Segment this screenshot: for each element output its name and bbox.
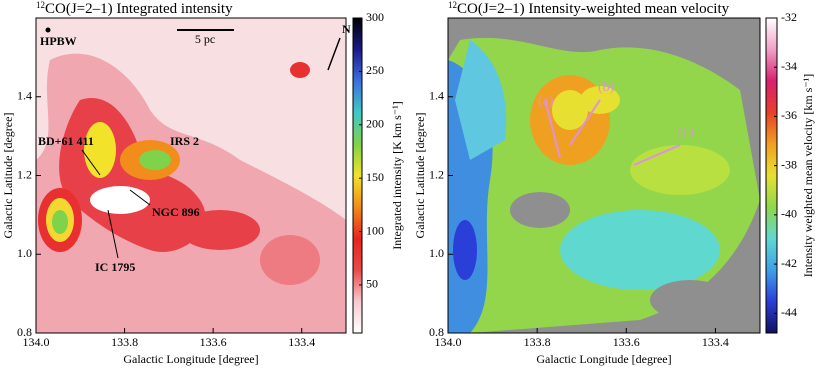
colorbar-tick-label: 150 bbox=[366, 170, 384, 184]
panel-title: 12CO(J=2–1) Integrated intensity bbox=[36, 0, 233, 17]
y-tick-label: 1.4 bbox=[429, 89, 444, 103]
colorbar-tick-label: 200 bbox=[366, 117, 384, 131]
colorbar-label: Integrated intensity [K km s⁻¹] bbox=[390, 101, 404, 250]
beam-marker bbox=[45, 27, 51, 33]
colorbar-tick-label: -42 bbox=[781, 256, 797, 270]
x-tick-label: 133.4 bbox=[702, 335, 729, 349]
colorbar-tick-label: 100 bbox=[366, 223, 384, 237]
annotation: (c) bbox=[678, 125, 694, 140]
north-arrow bbox=[327, 37, 341, 71]
map-image bbox=[36, 18, 346, 333]
x-tick-label: 133.6 bbox=[200, 335, 227, 349]
colorbar-label: Intensity weighted mean velocity [km s⁻¹… bbox=[801, 74, 815, 278]
map-image bbox=[448, 18, 760, 333]
annotation: (b) bbox=[598, 80, 615, 95]
annotation: BD+61 411 bbox=[38, 134, 94, 148]
annotation: IC 1795 bbox=[95, 260, 135, 274]
annotation: 5 pc bbox=[195, 32, 215, 46]
y-tick-label: 1.0 bbox=[17, 246, 32, 260]
colorbar-tick-label: 300 bbox=[366, 10, 384, 24]
y-tick-label: 1.4 bbox=[17, 89, 32, 103]
annotation: NGC 896 bbox=[152, 205, 200, 219]
colorbar-tick-label: -34 bbox=[781, 59, 797, 73]
colorbar-tick-label: 50 bbox=[366, 277, 378, 291]
pointer bbox=[107, 209, 119, 259]
cut-line bbox=[633, 144, 681, 166]
pointer bbox=[129, 189, 151, 206]
panel-title: 12CO(J=2–1) Intensity-weighted mean velo… bbox=[448, 0, 730, 17]
colorbar-tick-label: -44 bbox=[781, 305, 797, 319]
y-tick-label: 1.0 bbox=[429, 246, 444, 260]
colorbar bbox=[352, 17, 363, 334]
x-tick-label: 134.0 bbox=[435, 335, 462, 349]
x-axis-label: Galactic Longitude [degree] bbox=[536, 352, 671, 366]
colorbar-tick-label: -36 bbox=[781, 108, 797, 122]
y-axis-label: Galactic Latitude [degree] bbox=[413, 113, 427, 239]
annotation: HPBW bbox=[40, 34, 77, 48]
annotation: (a) bbox=[538, 94, 554, 109]
y-tick-label: 0.8 bbox=[17, 325, 32, 339]
y-tick-label: 1.2 bbox=[17, 167, 32, 181]
cut-line bbox=[569, 99, 601, 146]
colorbar-tick-label: 250 bbox=[366, 63, 384, 77]
x-tick-label: 133.6 bbox=[613, 335, 640, 349]
annotation: N bbox=[342, 22, 351, 36]
y-axis-label: Galactic Latitude [degree] bbox=[1, 113, 15, 239]
x-tick-label: 133.8 bbox=[111, 335, 138, 349]
x-tick-label: 133.8 bbox=[524, 335, 551, 349]
x-tick-label: 134.0 bbox=[23, 335, 50, 349]
x-axis-label: Galactic Longitude [degree] bbox=[123, 352, 258, 366]
y-tick-label: 1.2 bbox=[429, 167, 444, 181]
cut-line bbox=[544, 99, 561, 159]
colorbar-tick-label: -32 bbox=[781, 10, 797, 24]
colorbar-tick-label: -40 bbox=[781, 207, 797, 221]
colorbar bbox=[765, 17, 778, 334]
colorbar-tick-label: -38 bbox=[781, 157, 797, 171]
pointer bbox=[81, 149, 101, 176]
annotation: IRS 2 bbox=[170, 134, 199, 148]
x-tick-label: 133.4 bbox=[288, 335, 315, 349]
y-tick-label: 0.8 bbox=[429, 325, 444, 339]
